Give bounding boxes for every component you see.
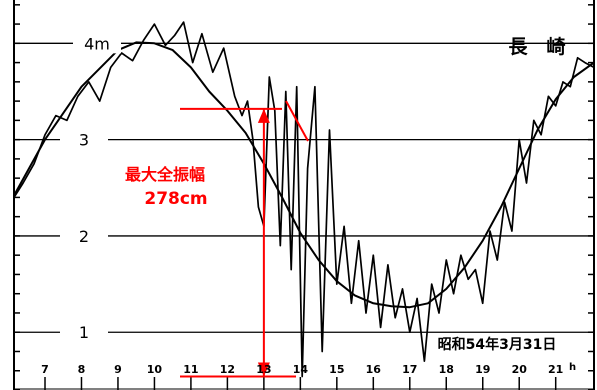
amplitude-annotation: [180, 100, 309, 378]
annotation-value: 278cm: [144, 189, 207, 209]
x-tick-label: 7: [41, 363, 49, 376]
annotation-title: 最大全振幅: [125, 165, 205, 184]
x-tick-label: 10: [147, 363, 163, 376]
y-tick-label-bg: [60, 225, 108, 246]
y-tick-label: 1: [79, 323, 89, 342]
y-tick-label-bg: [73, 33, 121, 54]
series-line-tide-smoothed: [13, 41, 595, 309]
x-tick-label: 16: [366, 363, 382, 376]
y-tick-label: 3: [79, 131, 89, 150]
amplitude-arrow-head-top: [257, 108, 270, 123]
y-tick-label-bg: [60, 322, 108, 343]
x-tick-label: 17: [402, 363, 417, 376]
y-tick-label: 4m: [84, 34, 110, 53]
x-tick-label: 9: [114, 363, 122, 376]
peak-connector: [285, 100, 309, 142]
x-tick-label: 13: [256, 363, 271, 376]
x-tick-label: 18: [439, 363, 454, 376]
x-tick-label: 11: [183, 363, 198, 376]
x-unit-label: h: [569, 362, 576, 373]
x-tick-label: 14: [293, 363, 309, 376]
y-tick-label: 2: [79, 227, 89, 246]
x-tick-label: 12: [220, 363, 235, 376]
chart-title: 長 崎: [508, 35, 565, 58]
y-tick-label-bg: [60, 129, 108, 150]
x-tick-label: 21: [548, 363, 563, 376]
x-tick-label: 15: [329, 363, 344, 376]
series-line-observed: [13, 21, 595, 378]
date-label: 昭和54年3月31日: [438, 336, 557, 353]
x-tick-label: 8: [78, 363, 86, 376]
series-layer: [13, 21, 595, 378]
x-tick-label: 19: [475, 363, 490, 376]
x-tick-label: 20: [512, 363, 528, 376]
amplitude-arrow-head-bottom: [257, 362, 270, 377]
